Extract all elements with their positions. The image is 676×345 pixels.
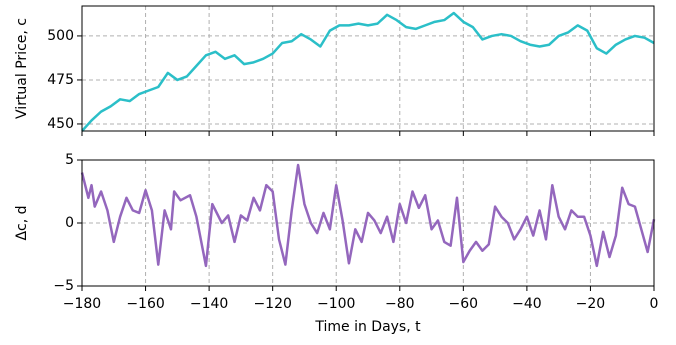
y-tick-label: 500: [47, 28, 74, 44]
y-tick-label: 475: [47, 72, 74, 88]
y-tick-label: 0: [65, 215, 74, 231]
x-tick-label: −100: [317, 296, 355, 312]
x-tick-label: −60: [449, 296, 479, 312]
y-tick-label: 5: [65, 152, 74, 168]
y-axis-label: Δc, d: [14, 205, 30, 240]
y-tick-label: 450: [47, 116, 74, 132]
x-tick-label: −160: [126, 296, 164, 312]
x-axis-label: Time in Days, t: [314, 319, 421, 335]
x-tick-label: −140: [190, 296, 228, 312]
y-axis-label: Virtual Price, c: [14, 18, 30, 119]
x-tick-label: 0: [650, 296, 659, 312]
x-tick-label: −20: [576, 296, 606, 312]
data-line: [82, 165, 654, 266]
data-line: [82, 13, 654, 131]
x-tick-label: −120: [253, 296, 291, 312]
x-tick-label: −80: [385, 296, 415, 312]
x-tick-label: −180: [63, 296, 101, 312]
y-tick-label: −5: [53, 278, 74, 294]
x-tick-label: −40: [512, 296, 542, 312]
